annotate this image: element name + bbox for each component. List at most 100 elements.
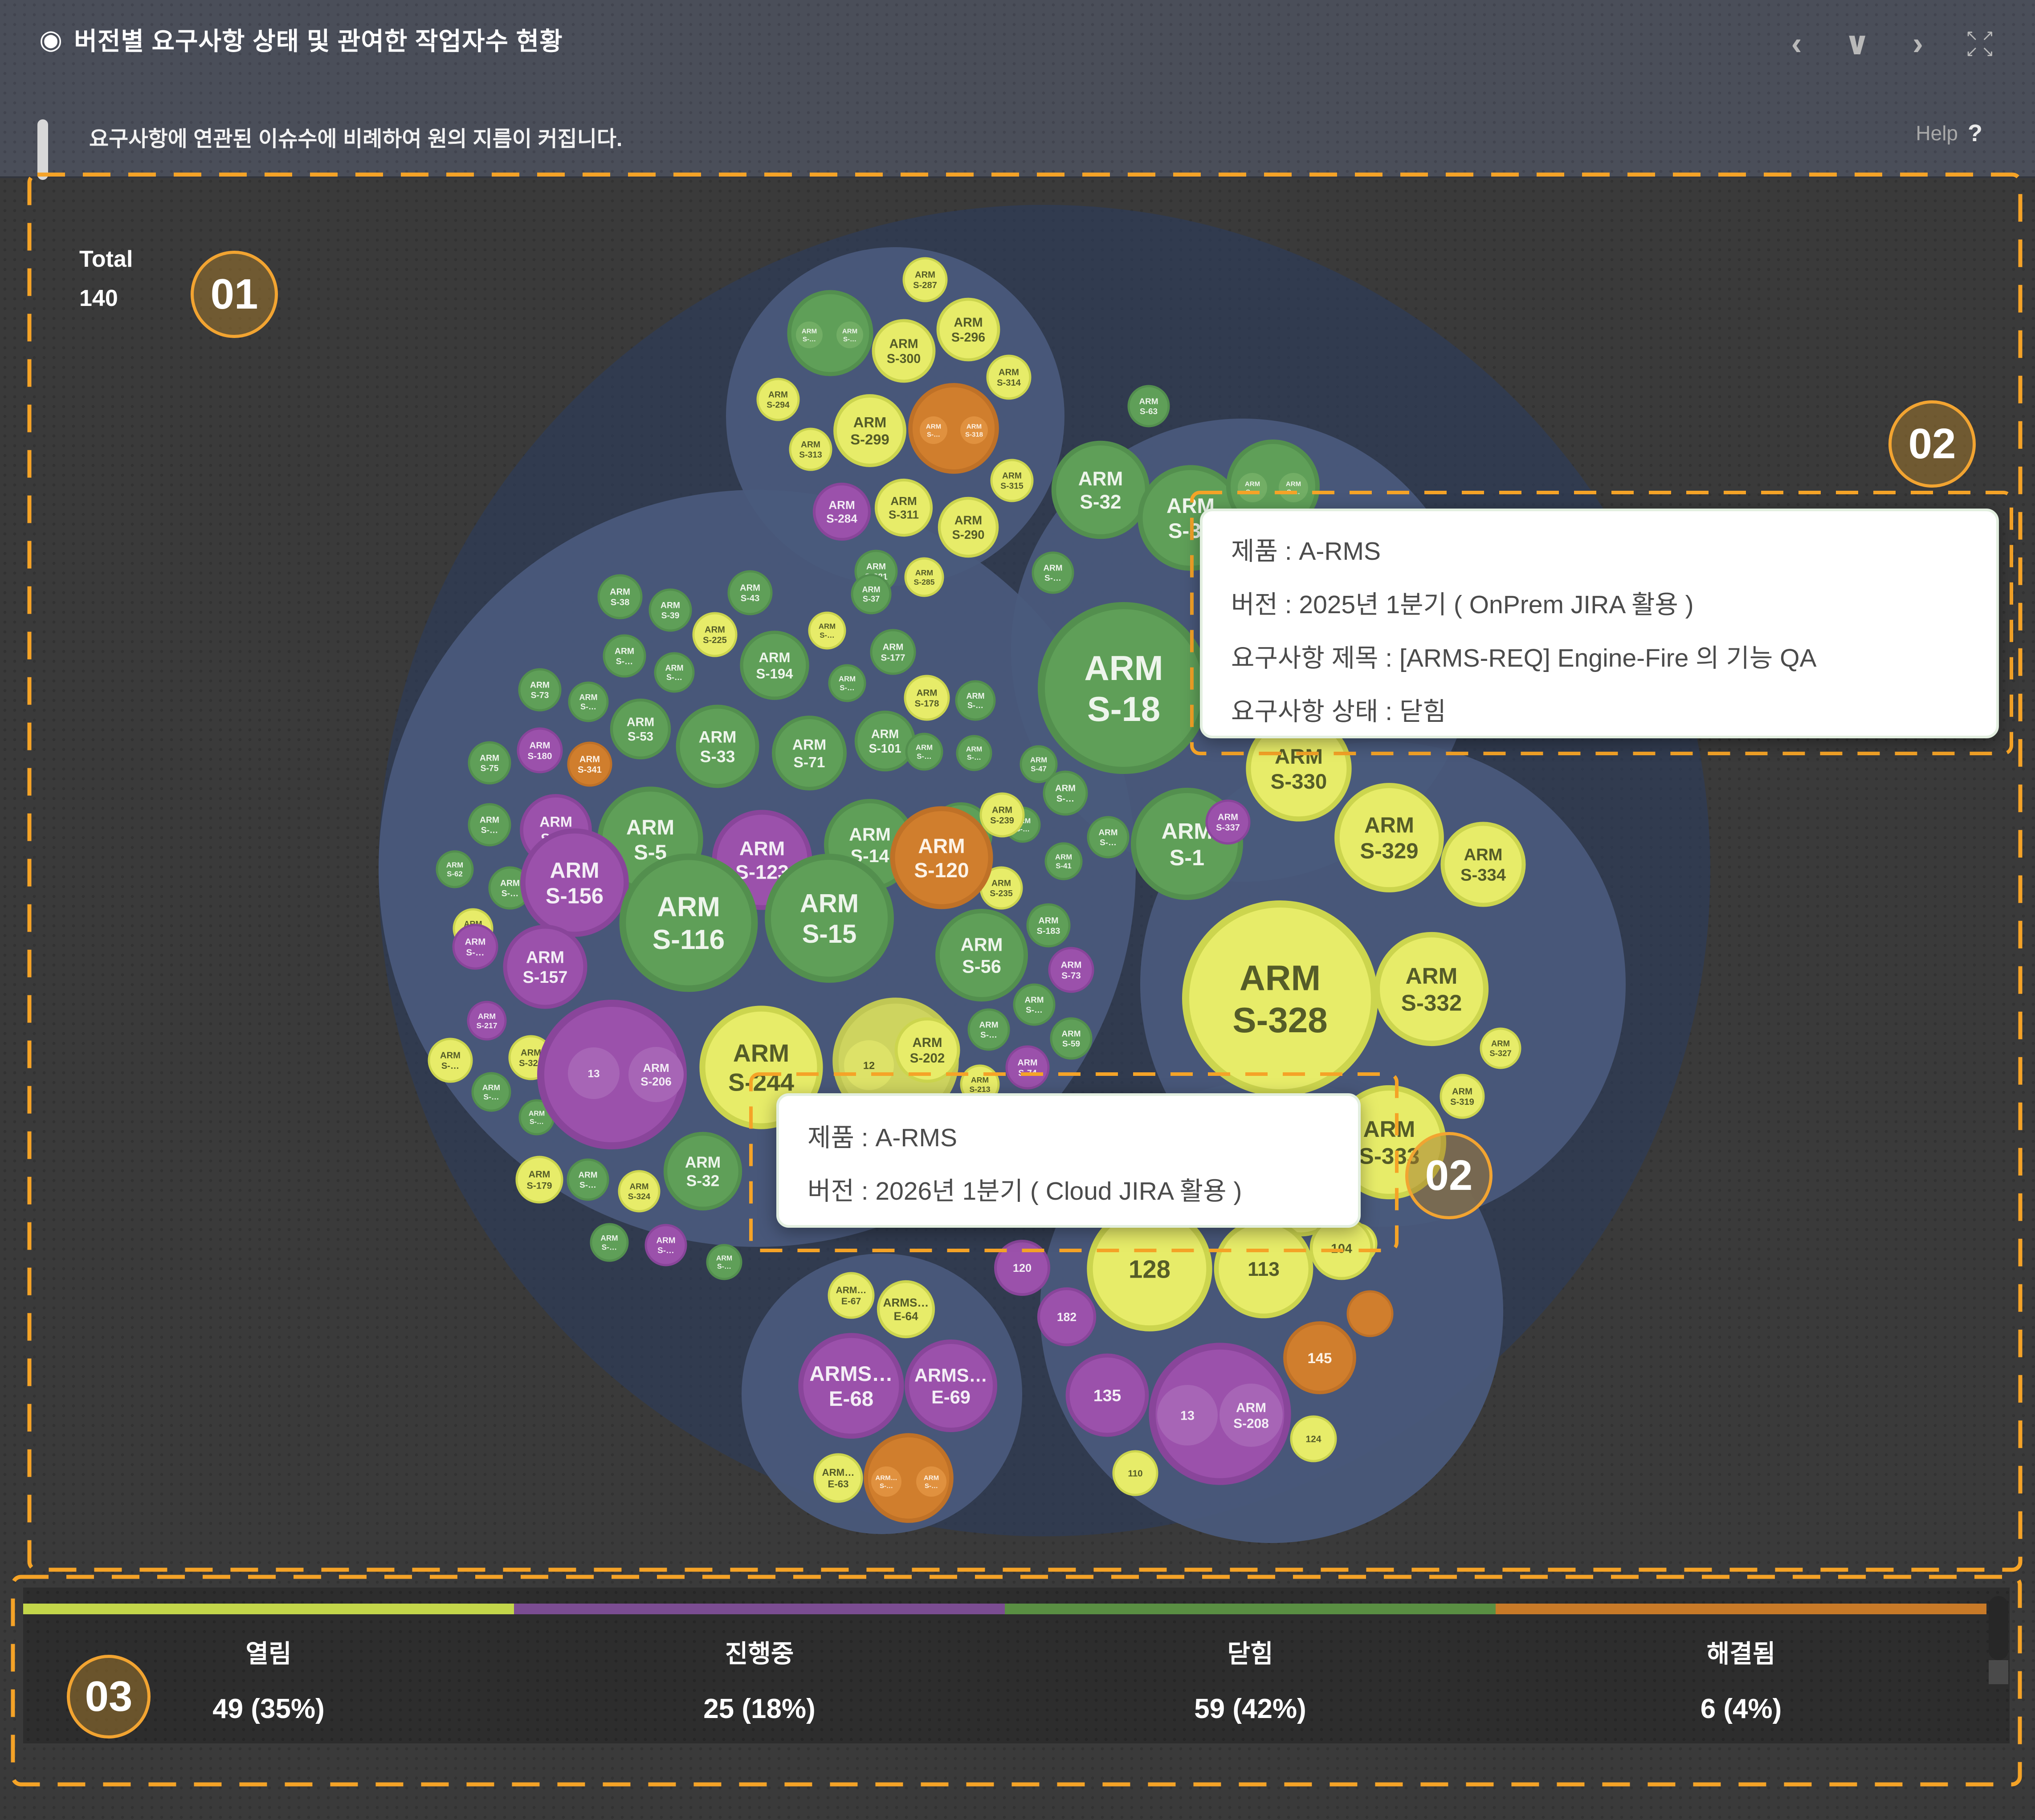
requirement-bubble[interactable]: ARM S-56: [935, 909, 1028, 1002]
legend-scrollbar-track[interactable]: [1989, 1660, 2008, 1684]
requirement-bubble[interactable]: ARM S-194: [740, 631, 809, 700]
requirement-bubble[interactable]: 113: [1214, 1219, 1313, 1319]
requirement-bubble[interactable]: ARM S-296: [936, 297, 1000, 362]
requirement-bubble[interactable]: ARM S-217: [467, 1001, 507, 1041]
requirement-bubble[interactable]: ARM S-39: [648, 588, 692, 632]
requirement-bubble[interactable]: 135: [1065, 1353, 1149, 1437]
requirement-bubble[interactable]: ARM S-73: [1048, 947, 1094, 993]
requirement-bubble[interactable]: ARM S-332: [1374, 932, 1489, 1046]
requirement-bubble[interactable]: ARM S-75: [468, 741, 511, 785]
requirement-bubble[interactable]: ARM S-206: [628, 1047, 684, 1102]
requirement-bubble[interactable]: ARM S-183: [1026, 903, 1071, 948]
requirement-bubble[interactable]: 182: [1037, 1287, 1097, 1347]
requirement-bubble[interactable]: [787, 290, 873, 376]
requirement-bubble[interactable]: ARM S-239: [979, 792, 1025, 838]
requirement-bubble[interactable]: ARM S-120: [890, 806, 993, 909]
requirement-bubble[interactable]: 12: [844, 1040, 894, 1090]
requirement-bubble[interactable]: ARM S-285: [904, 557, 944, 597]
requirement-bubble[interactable]: ARM S-15: [765, 854, 894, 983]
requirement-bubble[interactable]: ARM S-180: [517, 727, 563, 774]
requirement-bubble[interactable]: [864, 1433, 954, 1523]
requirement-bubble[interactable]: ARM S-341: [567, 741, 612, 787]
requirement-bubble[interactable]: ARM S-38: [597, 574, 643, 619]
chevron-right-icon[interactable]: ›: [1913, 26, 1923, 61]
requirement-bubble[interactable]: 120: [994, 1240, 1050, 1296]
requirement-bubble[interactable]: ARM S-287: [902, 257, 948, 302]
requirement-bubble[interactable]: [1346, 1290, 1394, 1337]
requirement-bubble[interactable]: ARM S-156: [520, 828, 629, 937]
requirement-bubble[interactable]: ARM S-18: [1038, 602, 1210, 774]
requirement-bubble[interactable]: ARM… E-67: [828, 1272, 875, 1319]
requirement-bubble[interactable]: ARM S-33: [676, 704, 759, 788]
requirement-bubble[interactable]: ARM S-328: [1182, 900, 1378, 1096]
requirement-bubble[interactable]: ARM S-313: [789, 428, 832, 471]
requirement-bubble[interactable]: ARMS… E-68: [798, 1333, 904, 1439]
requirement-bubble[interactable]: ARM S-202: [894, 1017, 960, 1083]
requirement-bubble[interactable]: ARM… S-…: [871, 1466, 901, 1497]
requirement-bubble[interactable]: ARM S-178: [904, 675, 950, 721]
requirement-bubble[interactable]: ARMS… E-64: [877, 1280, 935, 1339]
requirement-bubble[interactable]: [908, 383, 999, 474]
requirement-bubble[interactable]: ARM S-157: [503, 924, 587, 1009]
requirement-bubble[interactable]: ARM S-284: [812, 482, 871, 541]
requirement-bubble[interactable]: 124: [1290, 1415, 1337, 1462]
requirement-bubble[interactable]: ARM S-337: [1205, 799, 1251, 845]
chevron-left-icon[interactable]: ‹: [1791, 26, 1802, 61]
requirement-bubble[interactable]: ARM S-43: [727, 570, 773, 615]
requirement-bubble[interactable]: ARM… E-63: [813, 1453, 863, 1503]
requirement-bubble[interactable]: ARM S-334: [1440, 822, 1526, 907]
requirement-bubble[interactable]: ARM S-329: [1334, 783, 1444, 892]
requirement-bubble[interactable]: ARM S-53: [610, 698, 671, 760]
legend-scrollbar-thumb[interactable]: [1989, 1596, 2008, 1660]
requirement-bubble[interactable]: ARM S-208: [1219, 1384, 1283, 1447]
requirement-bubble[interactable]: ARM S-290: [938, 497, 999, 558]
requirement-bubble[interactable]: ARM S-47: [1020, 745, 1058, 783]
requirement-bubble[interactable]: ARM S-294: [756, 378, 800, 421]
requirement-bubble[interactable]: 13: [568, 1047, 620, 1099]
requirement-bubble[interactable]: ARM S-324: [618, 1170, 661, 1213]
requirement-bubble[interactable]: 110: [1112, 1450, 1158, 1496]
requirement-bubble[interactable]: ARM S-116: [619, 853, 758, 992]
panel-scrollbar[interactable]: [37, 119, 48, 180]
requirement-bubble[interactable]: 145: [1283, 1321, 1356, 1394]
requirement-bubble[interactable]: ARM S-32: [1051, 440, 1150, 539]
requirement-bubble[interactable]: ARM S-37: [851, 574, 892, 615]
requirement-bubble[interactable]: ARM S-179: [515, 1156, 563, 1204]
requirement-bubble[interactable]: ARMS… E-69: [905, 1340, 997, 1432]
requirement-bubble[interactable]: ARM S-73: [518, 668, 562, 712]
requirement-bubble[interactable]: ARM S-319: [1440, 1074, 1485, 1119]
expand-icon[interactable]: ↖ ↗ ↙ ↘: [1966, 28, 1995, 59]
requirement-bubble[interactable]: ARM S-74: [1005, 1045, 1050, 1090]
requirement-bubble[interactable]: ARM S-315: [990, 459, 1034, 502]
requirement-bubble[interactable]: ARM S-71: [772, 716, 847, 790]
requirement-bubble[interactable]: ARM S-225: [692, 612, 738, 657]
requirement-bubble[interactable]: ARM S-41: [1044, 842, 1083, 880]
chevron-down-icon[interactable]: ∨: [1844, 26, 1871, 61]
requirement-bubble[interactable]: ARM S-327: [1480, 1027, 1521, 1069]
help-button[interactable]: Help ?: [1916, 119, 1982, 147]
